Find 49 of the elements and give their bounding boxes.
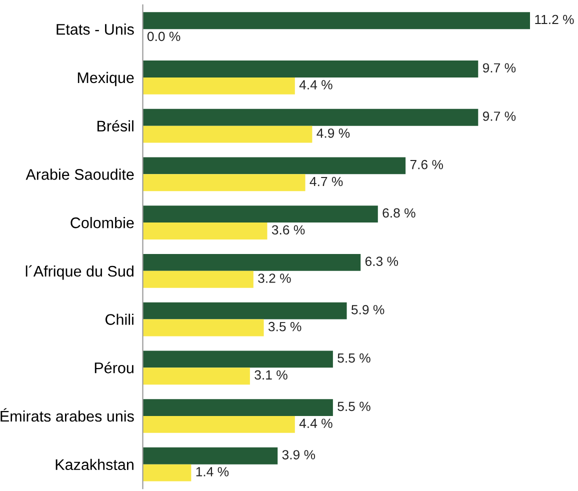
y-tick-label: Émirats arabes unis (0, 408, 134, 422)
bar (142, 222, 268, 240)
data-label: 3.2 % (258, 274, 291, 283)
y-tick-label: Pérou (94, 362, 134, 374)
data-label: 5.9 % (351, 305, 384, 314)
y-tick-label: Arabie Saoudite (26, 168, 134, 180)
data-label: 6.3 % (365, 256, 398, 266)
data-label: 4.9 % (316, 128, 350, 138)
bar (142, 399, 333, 416)
bar (142, 12, 530, 30)
data-label: 4.4 % (299, 418, 332, 428)
data-label: 3.6 % (272, 225, 305, 235)
y-tick-label: Chili (105, 314, 134, 325)
data-label: 5.5 % (338, 353, 370, 363)
bar (142, 77, 295, 94)
bar (142, 60, 478, 78)
data-label: 4.4 % (299, 80, 332, 90)
bar (142, 108, 478, 126)
data-label: 4.7 % (310, 176, 343, 186)
bar (142, 157, 406, 174)
bar (142, 447, 278, 464)
bar (142, 302, 347, 320)
data-label: 9.7 % (482, 112, 516, 121)
bar (142, 464, 192, 482)
bar (142, 368, 250, 385)
data-label: 6.8 % (382, 208, 416, 218)
data-label: 1.4 % (196, 467, 229, 476)
bar (142, 416, 295, 433)
y-tick-label: Kazakhstan (56, 458, 134, 470)
data-label: 3.1 % (254, 370, 288, 380)
y-tick-label: l´Afrique du Sud (26, 265, 134, 280)
data-label: 3.5 % (268, 322, 302, 332)
bar (142, 254, 361, 271)
data-label: 5.5 % (338, 402, 370, 412)
data-label: 7.6 % (410, 160, 443, 170)
bar (142, 319, 264, 336)
y-tick-label: Brésil (97, 120, 134, 132)
data-label: 0.0 % (147, 32, 180, 42)
data-label: 9.7 % (482, 63, 516, 73)
bar (142, 206, 378, 223)
bar (142, 174, 306, 192)
y-tick-label: Colombie (70, 217, 134, 228)
bar (142, 126, 312, 143)
bar (142, 270, 254, 288)
y-tick-label: Etats - Unis (56, 24, 134, 35)
bar (142, 350, 333, 368)
data-label: 3.9 % (282, 450, 316, 460)
y-tick-label: Mexique (78, 72, 134, 86)
data-label: 11.2 % (535, 14, 574, 24)
